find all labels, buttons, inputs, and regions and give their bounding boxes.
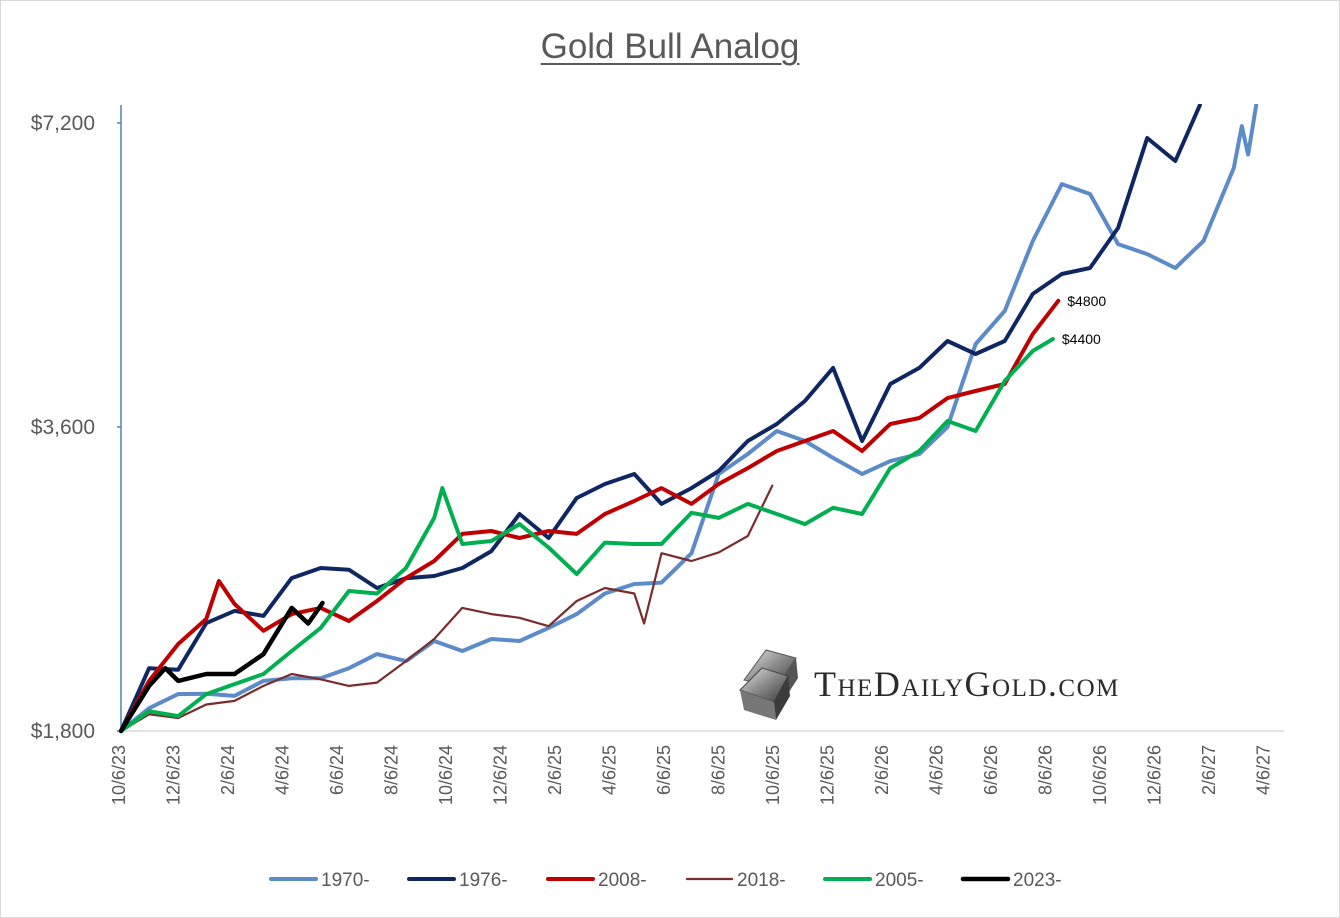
x-tick-label: 12/6/25 [818,745,838,805]
x-tick-label: 2/6/27 [1199,745,1219,795]
x-tick-label: 2/6/24 [218,745,238,795]
logo-text: TheDailyGold.com [814,664,1120,704]
end-value-label: $4800 [1067,293,1106,309]
series-line-1970 [119,104,1259,733]
series-line-2023 [118,600,325,734]
legend-item: 1970- [269,870,370,891]
x-tick-label: 10/6/23 [109,745,129,805]
legend-label: 2018- [737,870,786,891]
legend-label: 1976- [459,870,508,891]
x-tick-label: 8/6/24 [382,745,402,795]
chart-title: Gold Bull Analog [540,27,800,66]
x-tick-label: 4/6/27 [1254,745,1274,795]
y-tick-label: $3,600 [31,416,95,439]
y-tick-label: $7,200 [31,112,95,135]
legend-label: 1970- [321,870,370,891]
series-line-2018 [119,484,774,733]
x-tick-label: 10/6/25 [763,745,783,805]
x-tick-label: 6/6/26 [981,745,1001,795]
y-tick-label: $1,800 [31,720,95,743]
x-tick-label: 2/6/26 [872,745,892,795]
thedailygold-logo: TheDailyGold.com [736,644,1120,724]
legend-item: 1976- [407,870,508,891]
legend-item: 2005- [823,870,924,891]
legend-item: 2018- [685,870,786,891]
x-tick-label: 8/6/26 [1036,745,1056,795]
x-tick-label: 4/6/25 [600,745,620,795]
x-tick-label: 12/6/24 [491,745,511,805]
legend-label: 2008- [598,870,647,891]
series-line-1976 [119,104,1202,733]
x-tick-label: 10/6/26 [1090,745,1110,805]
x-tick-label: 10/6/24 [436,745,456,805]
legend-label: 2005- [875,870,924,891]
x-tick-label: 6/6/25 [654,745,674,795]
x-tick-label: 6/6/24 [327,745,347,795]
legend-item: 2023- [960,870,1062,891]
x-tick-label: 12/6/23 [164,745,184,805]
gold-bar-icon [739,649,798,720]
x-tick-label: 4/6/24 [273,745,293,795]
x-tick-label: 4/6/26 [927,745,947,795]
x-tick-label: 12/6/26 [1145,745,1165,805]
series-line-2005 [119,337,1055,733]
end-value-label: $4400 [1062,331,1101,347]
x-tick-label: 8/6/25 [709,745,729,795]
legend-item: 2008- [546,870,647,891]
x-tick-label: 2/6/25 [545,745,565,795]
legend-label: 2023- [1013,870,1062,891]
series-line-2008 [119,298,1061,733]
